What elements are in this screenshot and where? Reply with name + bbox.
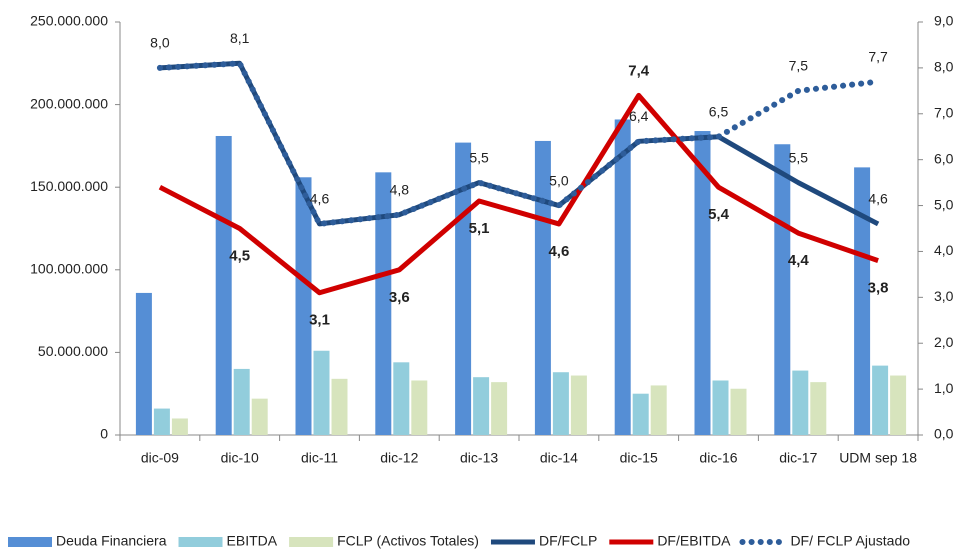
bar [774,144,791,436]
data-label: 3,8 [868,280,889,297]
data-label: 6,5 [709,103,729,119]
legend-label: DF/FCLP [539,533,597,549]
x-tick-label: UDM sep 18 [839,450,917,466]
bar [730,388,747,435]
line-series [159,60,880,227]
legend-label: DF/EBITDA [657,533,731,549]
data-label: 7,5 [789,58,809,74]
y2-tick-label: 2,0 [934,334,954,350]
bar [614,119,631,435]
bar [872,365,889,435]
bar [411,380,428,435]
x-tick-label: dic-14 [540,450,578,466]
data-label: 4,6 [868,191,888,207]
bar [632,393,649,435]
bar [854,167,871,435]
bar [712,380,729,435]
bar [890,375,907,435]
legend-swatch [8,537,52,547]
data-label: 8,1 [230,30,250,46]
bar [650,385,667,435]
data-label: 7,7 [868,48,888,64]
data-label: 5,0 [549,172,569,188]
line-series [156,60,882,227]
bar [331,378,348,435]
bar [694,131,711,436]
data-label: 6,4 [629,108,649,124]
data-label: 3,1 [309,312,330,329]
bar [375,172,392,435]
legend-swatch [289,537,334,547]
legend-swatch [178,537,223,547]
y2-tick-label: 8,0 [934,59,954,75]
data-label: 5,4 [708,206,730,223]
legend-label: Deuda Financiera [56,533,167,549]
legend-label: EBITDA [227,533,278,549]
x-tick-label: dic-09 [141,450,179,466]
data-label: 4,4 [788,252,810,269]
y2-tick-label: 4,0 [934,242,954,258]
data-label: 5,5 [469,149,489,165]
bar [473,377,490,435]
y-tick-label: 100.000.000 [30,261,108,277]
bar [251,398,268,435]
y-tick-label: 50.000.000 [38,343,108,359]
bar [313,350,330,435]
data-label: 4,6 [548,243,569,260]
y2-tick-label: 0,0 [934,426,954,442]
data-label: 5,1 [469,220,490,237]
data-label: 7,4 [628,62,650,79]
y-tick-label: 0 [100,426,108,442]
y2-tick-label: 7,0 [934,104,954,120]
bar [215,135,232,435]
bar [135,292,152,435]
bar [810,382,827,435]
bar [393,362,410,435]
data-label: 5,5 [789,149,809,165]
bar [792,370,809,435]
x-tick-label: dic-12 [380,450,418,466]
x-tick-label: dic-15 [620,450,658,466]
y2-tick-label: 5,0 [934,196,954,212]
legend-label: DF/ FCLP Ajustado [790,533,910,549]
line-series [158,92,879,296]
bar [295,177,312,435]
x-tick-label: dic-13 [460,450,498,466]
bar [570,375,587,435]
y-tick-label: 150.000.000 [30,178,108,194]
bar [534,140,551,435]
data-label: 4,8 [390,181,410,197]
y2-tick-label: 6,0 [934,150,954,166]
bar [552,372,569,435]
bar [491,382,508,435]
data-label: 3,6 [389,289,410,306]
y2-tick-label: 9,0 [934,13,954,29]
x-tick-label: dic-17 [779,450,817,466]
y-tick-label: 250.000.000 [30,13,108,29]
y-tick-label: 200.000.000 [30,95,108,111]
bar [171,418,188,435]
data-label: 4,6 [310,191,330,207]
x-tick-label: dic-16 [699,450,737,466]
y2-tick-label: 1,0 [934,380,954,396]
bar [233,368,250,435]
x-tick-label: dic-10 [221,450,259,466]
data-label: 4,5 [229,247,250,264]
data-label: 8,0 [150,35,170,51]
legend-label: FCLP (Activos Totales) [337,533,479,549]
y2-tick-label: 3,0 [934,288,954,304]
bar [153,408,170,435]
x-tick-label: dic-11 [301,450,338,466]
